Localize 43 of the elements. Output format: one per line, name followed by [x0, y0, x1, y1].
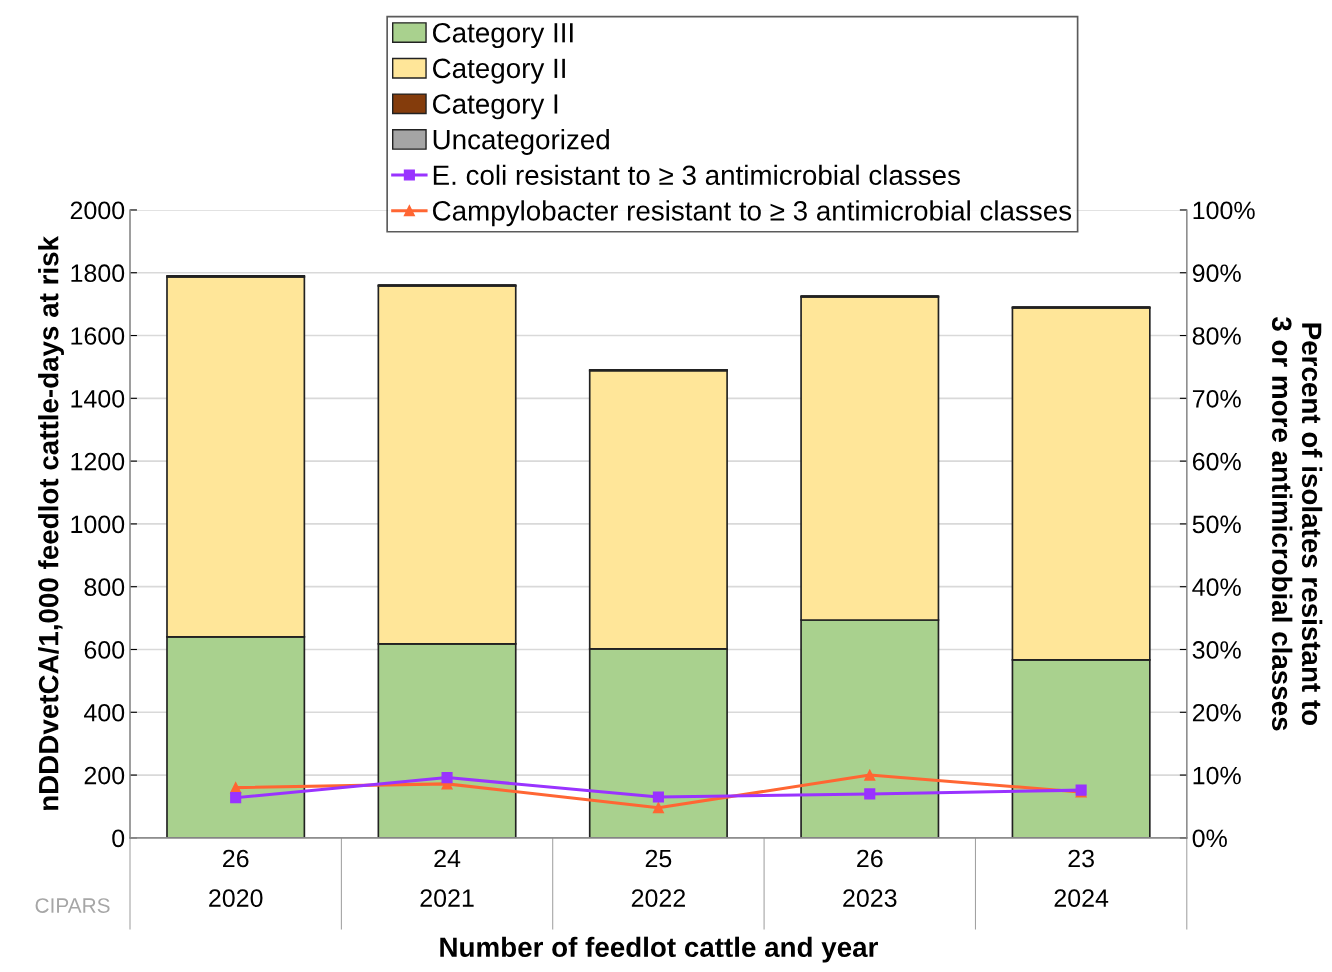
y-tick-label: 400: [84, 703, 125, 722]
x-tick-label: 26 2023: [843, 849, 897, 907]
x-tick-label: 25 2022: [631, 849, 685, 907]
point: [230, 792, 242, 804]
y2-tick-label: 20%: [1192, 703, 1241, 722]
y2-tick-label: 50%: [1192, 515, 1241, 534]
x-tick-label: 24 2021: [420, 849, 474, 907]
y2-tick-label: 30%: [1192, 641, 1241, 659]
text: CIPARS: [35, 898, 110, 913]
y2-axis-title: Percent of isolates resistant to 3 or more antimicrobial classes: [1271, 316, 1323, 731]
y2-tick-label: 90%: [1192, 264, 1241, 283]
legend-label: E. coli resistant to ≥ 3 antimicrobial classes: [433, 164, 960, 186]
point: [652, 791, 664, 803]
y2-tick-label: 80%: [1192, 327, 1241, 345]
y-axis-title: nDDDvetCA/1,000 feedlot cattle-days at risk: [38, 235, 64, 810]
legend-label: Campylobacter resistant to ≥ 3 antimicrobial classes: [433, 200, 1072, 227]
y2-tick-label: 40%: [1192, 578, 1241, 596]
y-tick-label: 1400: [71, 389, 125, 408]
point: [864, 788, 876, 800]
legend-label: Category III: [433, 22, 573, 49]
y-tick-label: 1600: [71, 327, 125, 345]
y-tick-label: 0: [112, 829, 125, 848]
y-tick-label: 1000: [71, 515, 125, 534]
y-tick-label: 600: [84, 641, 125, 659]
y2-tick-label: 0%: [1192, 829, 1227, 848]
y-tick-label: 2000: [70, 201, 125, 220]
y-tick-label: 1800: [71, 264, 125, 283]
y2-tick-label: 100%: [1193, 201, 1255, 220]
x-tick-label: 26 2020: [209, 849, 263, 907]
point: [652, 802, 664, 814]
point: [441, 772, 453, 784]
y2-tick-label: 10%: [1193, 766, 1241, 785]
legend-label: Category I: [433, 94, 558, 120]
y-tick-label: 200: [84, 766, 125, 785]
x-axis-title: Number of feedlot cattle and year: [440, 936, 878, 963]
x-tick-label: 23 2024: [1054, 849, 1109, 907]
legend-label: Uncategorized: [433, 129, 609, 155]
point: [864, 769, 876, 781]
y2-tick-label: 60%: [1192, 452, 1241, 471]
y-tick-label: 800: [84, 578, 125, 596]
legend-label: Category II: [433, 58, 565, 84]
y-tick-label: 1200: [71, 452, 125, 471]
y2-tick-label: 70%: [1192, 389, 1241, 408]
